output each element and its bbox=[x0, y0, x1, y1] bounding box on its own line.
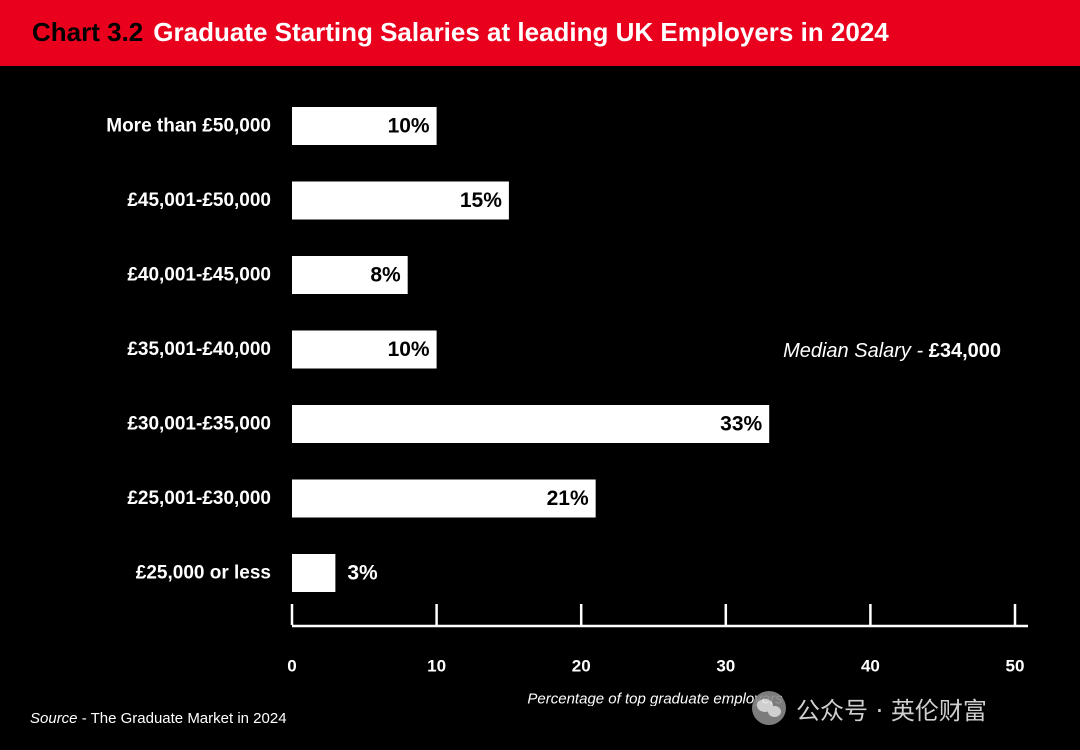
header-text: Chart 3.2 Graduate Starting Salaries at l… bbox=[32, 17, 889, 48]
bar bbox=[292, 405, 770, 443]
data-label: 3% bbox=[347, 562, 378, 585]
bar bbox=[292, 554, 336, 592]
x-tick-label: 50 bbox=[1006, 657, 1025, 676]
source-note: Source - The Graduate Market in 2024 bbox=[30, 710, 287, 727]
bar bbox=[292, 107, 437, 145]
median-annotation-value: £34,000 bbox=[929, 340, 1001, 362]
data-label: 15% bbox=[460, 189, 502, 212]
data-label: 8% bbox=[370, 264, 401, 287]
x-tick-label: 10 bbox=[427, 657, 446, 676]
x-tick-label: 20 bbox=[572, 657, 591, 676]
bar bbox=[292, 479, 596, 518]
bar bbox=[292, 256, 408, 294]
category-label: £35,001-£40,000 bbox=[127, 339, 271, 360]
data-label: 10% bbox=[388, 115, 430, 138]
data-label: 21% bbox=[547, 487, 589, 510]
category-label: More than £50,000 bbox=[106, 116, 271, 137]
category-label: £25,000 or less bbox=[136, 563, 271, 584]
watermark: 公众号 · 英伦财富 bbox=[752, 688, 987, 728]
category-label: £45,001-£50,000 bbox=[127, 190, 271, 211]
category-label: £30,001-£35,000 bbox=[127, 414, 271, 435]
data-label: 33% bbox=[720, 413, 762, 436]
chart-header: Chart 3.2 Graduate Starting Salaries at l… bbox=[0, 0, 1080, 66]
source-text: - The Graduate Market in 2024 bbox=[77, 710, 287, 727]
bar bbox=[292, 330, 437, 369]
category-label: £40,001-£45,000 bbox=[127, 265, 271, 286]
data-label: 10% bbox=[388, 338, 430, 361]
bar bbox=[292, 181, 509, 220]
bar-chart: More than £50,000 10% £45,001-£50,000 15% £4… bbox=[106, 107, 1028, 707]
chart-number: Chart 3.2 bbox=[32, 17, 144, 47]
median-annotation: Median Salary - £34,000 bbox=[783, 340, 1001, 362]
category-label: £25,001-£30,000 bbox=[127, 488, 271, 509]
source-label: Source bbox=[30, 710, 78, 727]
x-tick-label: 0 bbox=[287, 657, 296, 676]
median-annotation-prefix: Median Salary - bbox=[783, 340, 929, 362]
watermark-text: 公众号 · 英伦财富 bbox=[796, 696, 987, 725]
x-axis-label: Percentage of top graduate employers bbox=[527, 691, 783, 707]
chart-title: Graduate Starting Salaries at leading UK… bbox=[153, 17, 889, 47]
x-tick-label: 30 bbox=[716, 657, 735, 676]
wechat-icon bbox=[752, 691, 786, 725]
x-tick-label: 40 bbox=[861, 657, 880, 676]
